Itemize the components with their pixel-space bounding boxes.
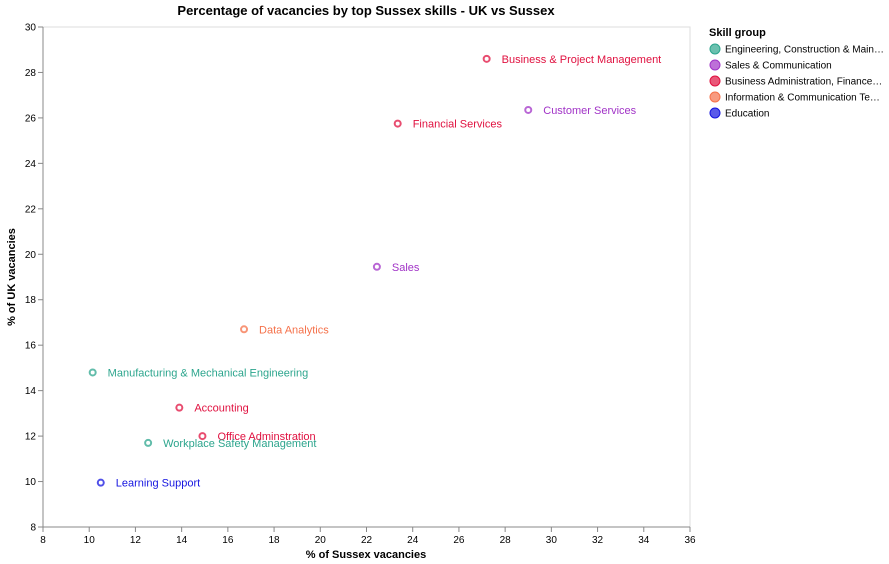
- point-label: Customer Services: [543, 105, 636, 117]
- legend-swatch: [709, 59, 721, 71]
- legend-label: Business Administration, Finance…: [725, 77, 882, 88]
- data-point: [482, 54, 491, 63]
- legend: Skill group Engineering, Construction & …: [709, 27, 884, 120]
- y-tick-label: 28: [25, 68, 37, 79]
- y-axis-ticks: 8 10 12 14 16 18 20 22 24 26 28 30: [25, 23, 43, 534]
- axes: 8 10 12 14 16 18 20 22 24 26 28 30 32 34 36 8 10 12 14 16 1…: [25, 23, 696, 547]
- x-tick-label: 16: [222, 535, 234, 546]
- data-point: [96, 478, 105, 487]
- x-tick-label: 26: [453, 535, 465, 546]
- y-tick-label: 18: [25, 295, 37, 306]
- chart-title: Percentage of vacancies by top Sussex sk…: [177, 3, 555, 18]
- y-tick-label: 12: [25, 432, 37, 443]
- legend-swatch: [709, 43, 721, 55]
- y-tick-label: 24: [25, 159, 37, 170]
- point-label: Business & Project Management: [502, 54, 662, 66]
- data-points: Business & Project Management Customer Se…: [88, 54, 662, 490]
- y-tick-label: 26: [25, 113, 37, 124]
- legend-items: Engineering, Construction & Main… Sales &…: [709, 43, 884, 120]
- legend-swatch: [709, 107, 721, 119]
- x-tick-label: 12: [130, 535, 142, 546]
- point-label: Learning Support: [116, 478, 200, 490]
- data-point: [175, 403, 184, 412]
- x-tick-label: 32: [592, 535, 604, 546]
- x-axis-title: % of Sussex vacancies: [306, 549, 426, 561]
- point-label: Sales: [392, 262, 420, 274]
- data-point: [393, 119, 402, 128]
- y-tick-label: 30: [25, 23, 37, 34]
- legend-title: Skill group: [709, 27, 766, 39]
- legend-swatch: [709, 75, 721, 87]
- plot-area: [42, 26, 691, 528]
- y-tick-label: 14: [25, 386, 37, 397]
- x-tick-label: 14: [176, 535, 188, 546]
- data-point: [88, 368, 97, 377]
- data-point: [144, 438, 153, 447]
- point-label: Workplace Safety Management: [163, 438, 316, 450]
- x-tick-label: 18: [269, 535, 281, 546]
- y-tick-label: 20: [25, 250, 37, 261]
- y-axis-title: % of UK vacancies: [6, 228, 18, 326]
- x-tick-label: 10: [84, 535, 96, 546]
- legend-label: Information & Communication Te…: [725, 93, 880, 104]
- x-tick-label: 30: [546, 535, 558, 546]
- x-tick-label: 24: [407, 535, 419, 546]
- x-tick-label: 36: [684, 535, 696, 546]
- point-label: Manufacturing & Mechanical Engineering: [108, 367, 309, 379]
- y-tick-label: 16: [25, 341, 37, 352]
- x-tick-label: 22: [361, 535, 373, 546]
- data-point: [240, 325, 249, 334]
- x-tick-label: 20: [315, 535, 327, 546]
- x-tick-label: 28: [500, 535, 512, 546]
- point-label: Financial Services: [413, 119, 503, 131]
- x-axis-ticks: 8 10 12 14 16 18 20 22 24 26 28 30 32 34 36: [40, 527, 696, 546]
- data-point: [372, 262, 381, 271]
- legend-label: Education: [725, 109, 769, 120]
- y-tick-label: 8: [30, 523, 36, 534]
- point-label: Accounting: [194, 403, 248, 415]
- data-point: [524, 105, 533, 114]
- data-point: [198, 432, 207, 441]
- legend-label: Engineering, Construction & Main…: [725, 45, 884, 56]
- legend-label: Sales & Communication: [725, 61, 832, 72]
- y-tick-label: 22: [25, 204, 37, 215]
- y-tick-label: 10: [25, 477, 37, 488]
- point-label: Data Analytics: [259, 324, 329, 336]
- point-label: Office Adminstration: [217, 431, 315, 443]
- legend-swatch: [709, 91, 721, 103]
- x-tick-label: 8: [40, 535, 46, 546]
- x-tick-label: 34: [638, 535, 650, 546]
